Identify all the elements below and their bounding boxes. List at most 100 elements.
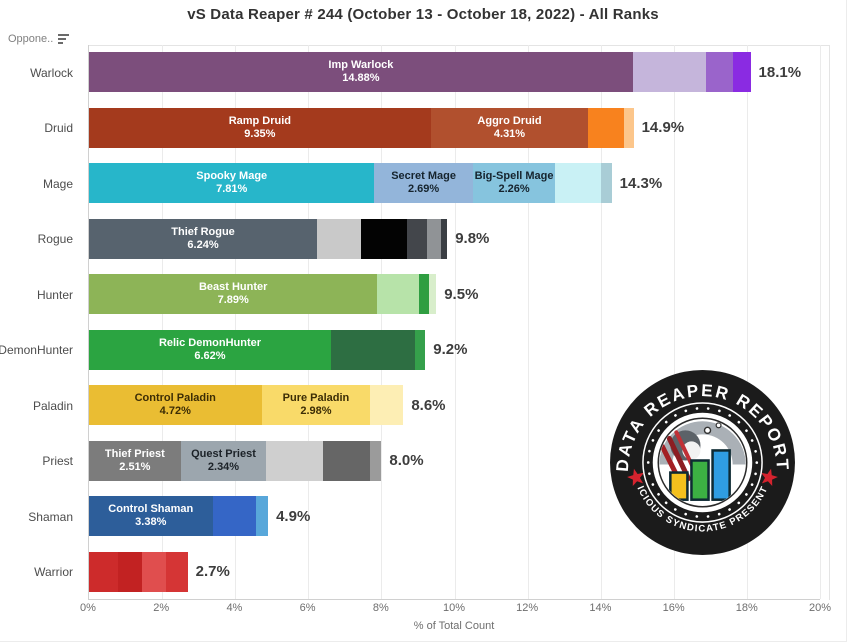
stacked-bar: Control Shaman 3.38% 4.9% xyxy=(89,496,820,536)
bar-segment-quest-priest[interactable]: Quest Priest 2.34% xyxy=(180,440,267,481)
bar-segment-thief-rogue[interactable]: Thief Rogue 6.24% xyxy=(89,218,318,259)
gridline xyxy=(600,45,602,599)
segment-value-label: 7.81% xyxy=(216,183,248,195)
bar-row-demonhunter: Relic DemonHunter 6.62% 9.2% xyxy=(89,323,820,379)
category-label-paladin: Paladin xyxy=(32,398,73,413)
bar-row-shaman: Control Shaman 3.38% 4.9% xyxy=(89,489,820,545)
category-label-warrior: Warrior xyxy=(34,565,73,580)
x-tick-label: 0% xyxy=(80,602,96,614)
star-icon xyxy=(761,468,778,486)
category-axis: Warlock Druid Mage Rogue Hunter DemonHunter Pa… xyxy=(0,45,80,600)
bar-segment-ramp-druid[interactable]: Ramp Druid 9.35% xyxy=(89,107,431,148)
total-label-shaman: 4.9% xyxy=(276,507,311,525)
x-tick-label: 18% xyxy=(735,602,758,614)
segment-name-label: Big-Spell Mage xyxy=(474,170,554,182)
segment-value-label: 2.51% xyxy=(119,460,151,473)
category-label-hunter: Hunter xyxy=(36,287,73,302)
bar-segment-paladin-other-2[interactable] xyxy=(370,385,404,425)
bar-segment-demonhunter-other-1[interactable] xyxy=(330,329,416,370)
bar-segment-thief-priest[interactable]: Thief Priest 2.51% xyxy=(89,440,181,481)
segment-name-label: Secret Mage xyxy=(391,170,457,182)
segment-value-label: 2.69% xyxy=(408,183,440,195)
bar-segment-shaman-other-2[interactable] xyxy=(256,496,269,536)
bar-row-druid: Ramp Druid 9.35% Aggro Druid 4.31% 14.9% xyxy=(89,101,820,157)
bar-segment-hunter-other-3[interactable] xyxy=(428,274,437,314)
bar-segment-warrior-other-2[interactable] xyxy=(141,551,166,592)
bar-segment-rogue-other-1[interactable] xyxy=(317,218,361,259)
total-label-paladin: 8.6% xyxy=(411,396,446,414)
gridline xyxy=(820,45,821,599)
category-label-rogue: Rogue xyxy=(37,232,73,247)
stacked-bar: Thief Rogue 6.24% 9.8% xyxy=(89,218,820,259)
total-label-druid: 14.9% xyxy=(641,119,685,136)
x-axis-title: % of Total Count xyxy=(413,620,495,632)
x-tick-label: 16% xyxy=(662,602,685,614)
total-label-warlock: 18.1% xyxy=(758,63,802,81)
bar-segment-warlock-other-2[interactable] xyxy=(705,52,734,92)
segment-value-label: 3.38% xyxy=(135,516,167,528)
bar-segment-rogue-other-2[interactable] xyxy=(360,218,407,259)
bar-segment-mage-other-3[interactable] xyxy=(555,163,602,203)
bar-segment-hunter-other-2[interactable] xyxy=(418,274,429,314)
x-tick-label: 4% xyxy=(226,602,243,614)
bar-segment-rogue-other-5[interactable] xyxy=(441,218,448,259)
bar-segment-priest-other-4[interactable] xyxy=(370,440,382,481)
total-label-hunter: 9.5% xyxy=(444,285,479,303)
bar-segment-control-paladin[interactable]: Control Paladin 4.72% xyxy=(89,385,262,425)
bar-segment-warlock-other-3[interactable] xyxy=(733,52,751,92)
bar-segment-rogue-other-3[interactable] xyxy=(406,218,427,259)
x-tick-label: 2% xyxy=(153,602,170,614)
bar-row-warlock: Imp Warlock 14.88% 18.1% xyxy=(89,45,820,101)
axis-field-header[interactable]: Oppone.. xyxy=(8,33,70,45)
stacked-bar: Beast Hunter 7.89% 9.5% xyxy=(89,274,820,314)
bar-segment-demonhunter-other-2[interactable] xyxy=(415,329,426,370)
gridline xyxy=(308,45,310,599)
chart-title: vS Data Reaper # 244 (October 13 - Octob… xyxy=(187,6,659,23)
bar-segment-druid-other-2[interactable] xyxy=(588,107,624,148)
total-label-warrior: 2.7% xyxy=(195,563,230,580)
segment-name-label: Thief Rogue xyxy=(171,225,235,238)
bar-segment-control-shaman[interactable]: Control Shaman 3.38% xyxy=(89,496,213,536)
bar-segment-warrior-other-0[interactable] xyxy=(89,551,119,592)
segment-value-label: 2.26% xyxy=(498,183,530,195)
segment-name-label: Spooky Mage xyxy=(196,170,268,182)
segment-value-label: 2.34% xyxy=(207,460,240,473)
segment-value-label: 6.62% xyxy=(194,349,226,362)
bar-segment-druid-other-3[interactable] xyxy=(623,107,634,148)
gridline xyxy=(162,45,164,599)
bar-segment-warrior-other-3[interactable] xyxy=(165,551,188,592)
segment-value-label: 4.31% xyxy=(493,127,526,140)
bar-segment-big-spell-mage[interactable]: Big-Spell Mage 2.26% xyxy=(472,163,556,203)
bar-segment-imp-warlock[interactable]: Imp Warlock 14.88% xyxy=(89,52,633,92)
x-tick-label: 10% xyxy=(442,602,466,614)
bar-segment-hunter-other-1[interactable] xyxy=(377,274,419,314)
stacked-bar: Spooky Mage 7.81% Secret Mage 2.69% Big-Spel… xyxy=(89,163,820,203)
axis-field-label: Oppone.. xyxy=(8,33,54,45)
bar-segment-spooky-mage[interactable]: Spooky Mage 7.81% xyxy=(89,163,375,203)
segment-name-label: Control Paladin xyxy=(134,392,216,404)
bar-segment-beast-hunter[interactable]: Beast Hunter 7.89% xyxy=(89,274,378,314)
bar-row-warrior: 2.7% xyxy=(89,545,820,601)
bar-segment-aggro-druid[interactable]: Aggro Druid 4.31% xyxy=(430,107,589,148)
bar-segment-mage-other-4[interactable] xyxy=(601,163,612,203)
gridline xyxy=(454,45,456,599)
category-label-warlock: Warlock xyxy=(30,65,73,80)
gridline xyxy=(381,45,383,599)
bar-segment-pure-paladin[interactable]: Pure Paladin 2.98% xyxy=(261,385,371,425)
total-label-rogue: 9.8% xyxy=(455,230,490,247)
bar-segment-shaman-other-1[interactable] xyxy=(212,496,257,536)
bar-segment-secret-mage[interactable]: Secret Mage 2.69% xyxy=(374,163,473,203)
bar-segment-warlock-other-1[interactable] xyxy=(632,52,706,92)
bar-segment-warrior-other-1[interactable] xyxy=(118,551,142,592)
bar-segment-priest-other-3[interactable] xyxy=(322,440,371,481)
total-label-priest: 8.0% xyxy=(389,452,424,469)
segment-name-label: Ramp Druid xyxy=(228,114,292,127)
bar-segment-relic-demonhunter[interactable]: Relic DemonHunter 6.62% xyxy=(89,329,331,370)
segment-value-label: 7.89% xyxy=(217,294,249,306)
segment-name-label: Pure Paladin xyxy=(282,392,350,404)
segment-name-label: Control Shaman xyxy=(108,503,194,515)
bar-segment-priest-other-2[interactable] xyxy=(266,440,323,481)
bar-segment-rogue-other-4[interactable] xyxy=(426,218,442,259)
gridline xyxy=(673,45,675,599)
